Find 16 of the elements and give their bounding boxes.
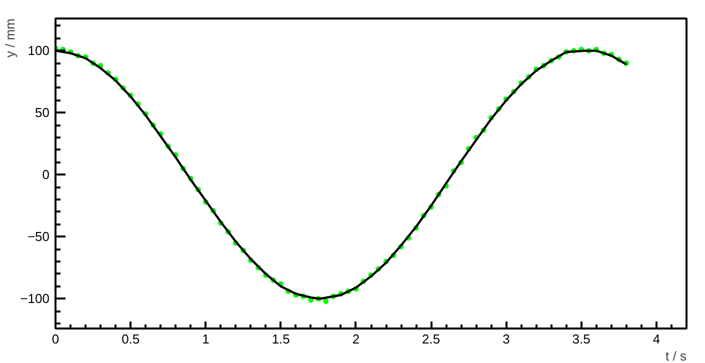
x-tick-label: 1	[202, 332, 210, 346]
x-tick-label: 4	[652, 332, 660, 346]
x-tick-label: 3	[502, 332, 510, 346]
y-axis-title: y / mm	[2, 18, 18, 58]
x-tick-label: 0	[52, 332, 60, 346]
x-tick-label: 1.5	[272, 332, 290, 346]
x-tick-label: 0.5	[122, 332, 140, 346]
y-tick-label: −100	[20, 291, 50, 306]
y-tick-label: −50	[27, 229, 50, 244]
x-tick-label: 2.5	[422, 332, 440, 346]
y-tick-label: 0	[42, 167, 50, 182]
y-tick-label: 100	[28, 43, 50, 58]
x-tick-label: 3.5	[572, 332, 590, 346]
x-axis-title: t / s	[666, 348, 687, 363]
y-tick-label: 50	[35, 105, 50, 120]
x-tick-label: 2	[352, 332, 360, 346]
